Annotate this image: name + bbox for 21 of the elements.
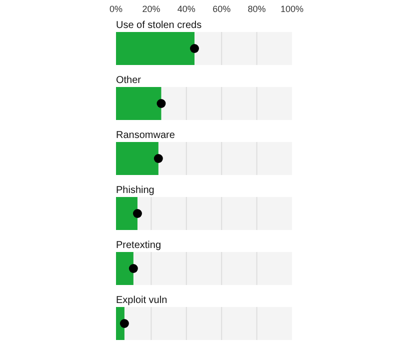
x-tick-label: 40%	[177, 4, 196, 14]
y-tick-label: Ransomware	[116, 130, 176, 141]
point	[132, 209, 142, 218]
x-tick-label: 60%	[212, 4, 231, 14]
y-tick-label: Use of stolen creds	[116, 20, 202, 31]
bar	[116, 142, 158, 175]
x-tick-label: 100%	[280, 4, 304, 14]
point	[128, 264, 138, 273]
y-tick-label: Other	[116, 75, 142, 86]
y-tick-label: Exploit vuln	[116, 295, 168, 306]
point	[156, 99, 166, 108]
y-tick-label: Pretexting	[116, 240, 162, 251]
x-tick-label: 80%	[248, 4, 266, 14]
bar	[116, 197, 138, 230]
point	[120, 319, 129, 328]
bar	[116, 252, 134, 285]
y-tick-label: Phishing	[116, 185, 154, 196]
x-tick-label: 20%	[142, 4, 160, 14]
x-tick-label: 0%	[109, 4, 123, 14]
point	[154, 154, 163, 163]
point	[190, 44, 199, 53]
